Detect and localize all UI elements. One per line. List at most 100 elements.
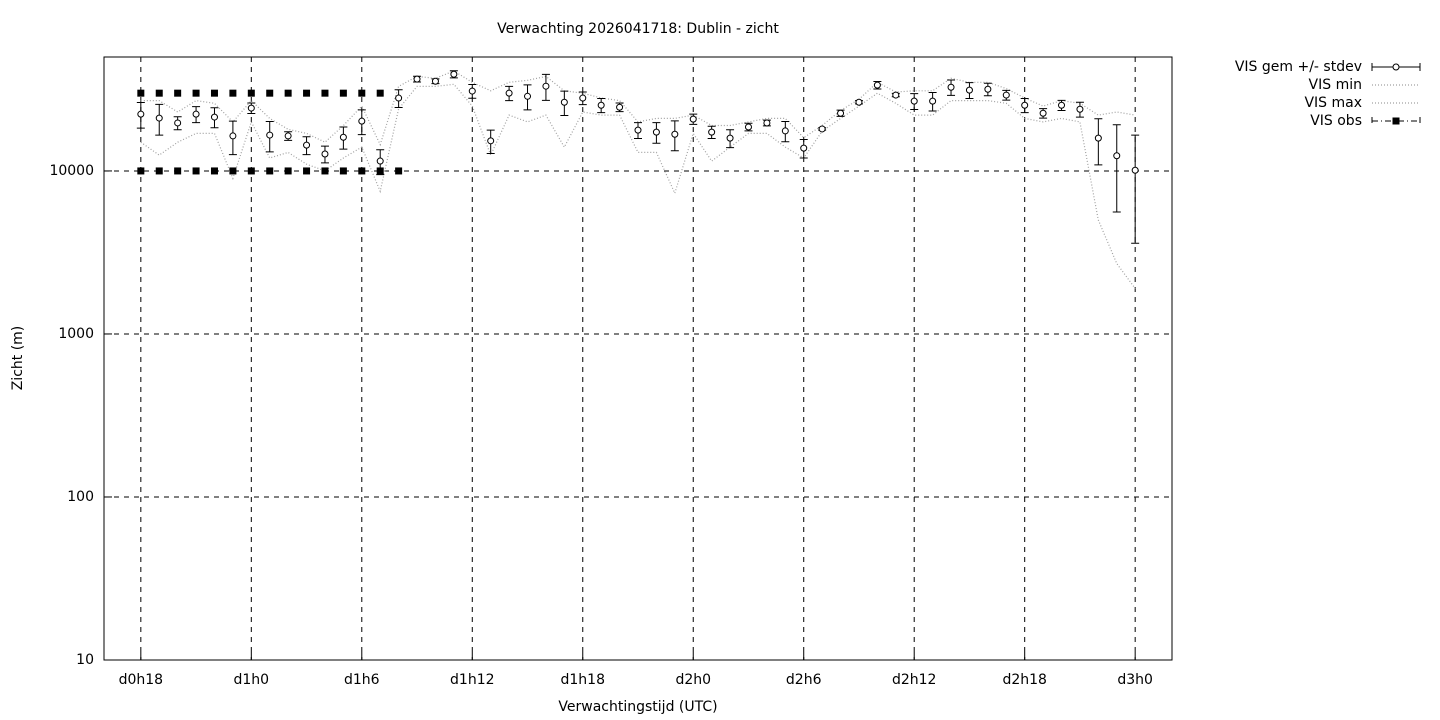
mean-point: [616, 103, 624, 111]
mean-point: [1076, 105, 1084, 113]
mean-point: [726, 134, 734, 142]
range-line: [140, 70, 1136, 147]
mean-point: [210, 113, 218, 121]
obs-point: [321, 167, 329, 175]
x-tick-label: d2h18: [1002, 672, 1046, 688]
obs-point: [229, 167, 237, 175]
mean-point: [910, 97, 918, 105]
obs-point: [266, 167, 274, 175]
mean-point: [1113, 152, 1121, 160]
x-tick-label: d2h0: [675, 672, 711, 688]
obs-point: [247, 89, 255, 97]
mean-point: [229, 132, 237, 140]
x-tick-label: d3h0: [1117, 672, 1153, 688]
mean-point: [174, 119, 182, 127]
mean-point: [1094, 134, 1102, 142]
obs-point: [339, 167, 347, 175]
plot-border: [103, 56, 1173, 661]
mean-point: [505, 89, 513, 97]
obs-point: [229, 89, 237, 97]
mean-point: [597, 101, 605, 109]
obs-point: [174, 167, 182, 175]
obs-point: [266, 89, 274, 97]
error-bar: [1112, 124, 1121, 213]
x-tick-label: d2h12: [892, 672, 936, 688]
mean-point: [303, 141, 311, 149]
x-tick-label: d1h0: [234, 672, 270, 688]
legend-sample: [1392, 117, 1400, 125]
obs-point: [137, 89, 145, 97]
obs-point: [376, 89, 384, 97]
obs-point: [376, 167, 384, 175]
obs-point: [174, 89, 182, 97]
x-axis-label: Verwachtingstijd (UTC): [558, 699, 717, 715]
obs-point: [210, 89, 218, 97]
mean-point: [524, 92, 532, 100]
mean-point: [873, 81, 881, 89]
x-tick-label: d0h18: [119, 672, 163, 688]
obs-point: [358, 167, 366, 175]
obs-point: [137, 167, 145, 175]
mean-point: [266, 131, 274, 139]
mean-point: [763, 119, 771, 127]
mean-point: [855, 98, 863, 106]
obs-point: [192, 89, 200, 97]
mean-point: [947, 83, 955, 91]
obs-point: [155, 167, 163, 175]
mean-point: [1058, 101, 1066, 109]
x-tick-label: d2h6: [786, 672, 822, 688]
mean-point: [708, 128, 716, 136]
obs-point: [303, 167, 311, 175]
chart-title: Verwachting 2026041718: Dublin - zicht: [497, 21, 779, 37]
obs-point: [395, 167, 403, 175]
mean-point: [468, 87, 476, 95]
range-line: [140, 83, 1136, 289]
mean-point: [671, 130, 679, 138]
mean-point: [284, 132, 292, 140]
mean-point: [542, 82, 550, 90]
mean-point: [339, 133, 347, 141]
mean-point: [395, 94, 403, 102]
x-tick-label: d1h6: [344, 672, 380, 688]
obs-point: [284, 89, 292, 97]
mean-point: [837, 109, 845, 117]
legend-label: VIS max: [1304, 95, 1362, 111]
mean-point: [1021, 101, 1029, 109]
mean-point: [800, 144, 808, 152]
legend-sample: [1392, 63, 1400, 71]
error-bar: [1094, 118, 1103, 166]
y-tick-label: 10000: [49, 163, 94, 179]
obs-point: [339, 89, 347, 97]
mean-point: [560, 98, 568, 106]
obs-point: [321, 89, 329, 97]
obs-point: [192, 167, 200, 175]
mean-point: [892, 91, 900, 99]
mean-point: [431, 77, 439, 85]
mean-point: [155, 114, 163, 122]
mean-point: [652, 128, 660, 136]
mean-point: [689, 115, 697, 123]
legend-label: VIS obs: [1310, 113, 1362, 129]
legend-label: VIS min: [1309, 77, 1362, 93]
obs-point: [284, 167, 292, 175]
obs-point: [358, 89, 366, 97]
mean-point: [965, 86, 973, 94]
mean-point: [1039, 109, 1047, 117]
y-tick-label: 100: [67, 489, 94, 505]
y-tick-label: 10: [76, 652, 94, 668]
mean-point: [744, 123, 752, 131]
mean-point: [929, 97, 937, 105]
y-tick-label: 1000: [58, 326, 94, 342]
obs-point: [303, 89, 311, 97]
mean-point: [818, 125, 826, 133]
mean-point: [247, 104, 255, 112]
x-tick-label: d1h18: [561, 672, 605, 688]
mean-point: [321, 150, 329, 158]
obs-point: [155, 89, 163, 97]
mean-point: [358, 117, 366, 125]
mean-point: [1131, 166, 1139, 174]
mean-point: [413, 75, 421, 83]
mean-point: [579, 94, 587, 102]
mean-point: [634, 126, 642, 134]
